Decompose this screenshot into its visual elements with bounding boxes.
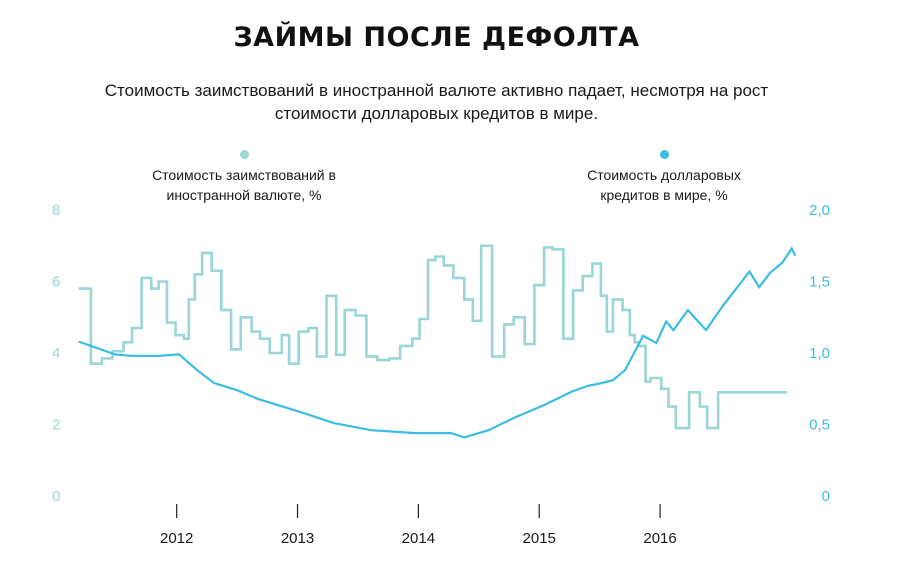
legend-right-series: Стоимость долларовых кредитов в мире, % [548,150,780,205]
right-y-axis: 0 0,5 1,0 1,5 2,0 [809,202,830,505]
series-line-dollar-credit-cost [78,246,797,439]
legend-right-label-line-2: кредитов в мире, % [600,187,728,203]
right-y-tick-label: 1,0 [809,345,830,362]
chart-title: ЗАЙМЫ ПОСЛЕ ДЕФОЛТА [233,22,640,53]
right-y-tick-label: 1,5 [809,274,830,291]
chart-subtitle: Стоимость заимствований в иностранной ва… [60,79,813,125]
x-tick-label: 2015 [523,530,556,547]
legend-right-label-line-1: Стоимость долларовых [587,167,741,183]
subtitle-line-2: стоимости долларовых кредитов в мире. [274,104,599,123]
left-y-axis: 0 2 4 6 8 [52,202,60,505]
left-y-tick-label: 4 [52,345,60,362]
right-y-tick-label: 0 [822,488,830,505]
series-layer [78,244,797,439]
x-axis: 2012 2013 2014 2015 2016 [160,504,677,547]
legend-left-dot [239,150,249,159]
x-tick-label: 2012 [160,530,193,547]
legend-left-label-line-2: иностранной валюте, % [166,187,322,203]
x-tick-label: 2016 [643,530,676,547]
left-y-tick-label: 6 [52,274,60,291]
legend-right-dot [659,150,669,159]
subtitle-line-1: Стоимость заимствований в иностранной ва… [104,81,769,100]
x-tick-label: 2013 [281,530,314,547]
legend-left-label-line-1: Стоимость заимствований в [152,167,336,183]
left-y-tick-label: 2 [52,417,60,434]
legend-left-series: Стоимость заимствований в иностранной ва… [112,150,376,205]
right-y-tick-label: 0,5 [809,417,830,434]
right-y-tick-label: 2,0 [809,202,830,219]
left-y-tick-label: 8 [52,202,60,219]
left-y-tick-label: 0 [52,488,60,505]
x-tick-label: 2014 [402,530,435,547]
series-line-foreign-currency-borrowing [78,244,787,430]
